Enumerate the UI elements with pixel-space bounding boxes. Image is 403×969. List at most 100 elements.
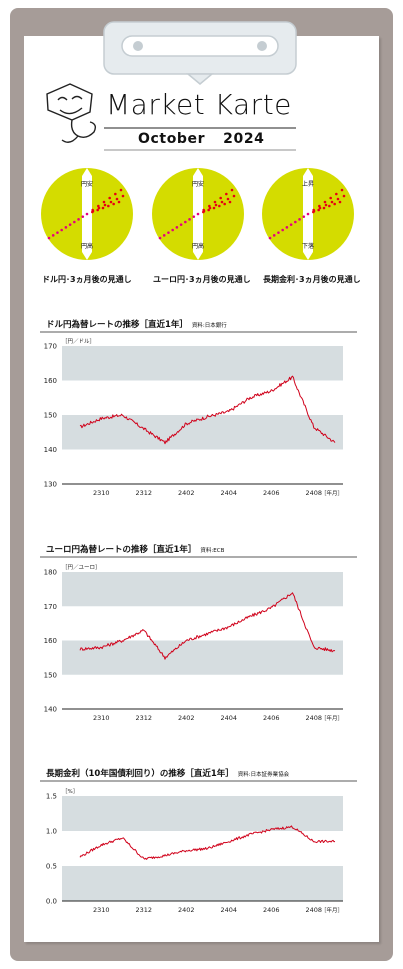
trend-dot — [272, 234, 276, 237]
forecast-dot — [324, 203, 328, 207]
trend-dot — [81, 215, 85, 218]
forecast-dot — [96, 208, 99, 212]
x-tick-label: 2402 — [178, 906, 195, 914]
chart-title-usdjpy: ドル円為替レートの推移［直近1年］ 資料:日本銀行 — [46, 320, 227, 330]
y-tick-label: 140 — [44, 706, 57, 714]
forecast-dot — [317, 208, 320, 212]
x-tick-label: 2312 — [135, 714, 152, 722]
forecast-dot — [97, 204, 100, 208]
x-tick-label: 2404 — [220, 714, 237, 722]
trend-dot — [171, 228, 174, 232]
month-label: October — [138, 131, 206, 147]
outlook-top-label: 円安 — [192, 180, 204, 188]
y-axis-unit: ［円／ドル］ — [62, 338, 95, 345]
forecast-dot — [230, 188, 234, 192]
forecast-dot — [223, 202, 226, 206]
forecast-dot — [226, 197, 230, 201]
y-tick-label: 140 — [44, 446, 57, 454]
page-subtitle: October 2024 — [138, 131, 265, 147]
trend-dot — [85, 212, 89, 216]
trend-dot — [68, 223, 72, 226]
outlook-label-eurjpy: ユーロ円･3ヵ月後の見通し — [153, 275, 251, 284]
outlook-label-usdjpy: ドル円･3ヵ月後の見通し — [42, 275, 132, 284]
y-axis-unit: ［%］ — [62, 788, 78, 795]
x-tick-label: 2408 — [305, 489, 322, 497]
year-label: 2024 — [223, 131, 265, 147]
forecast-dot — [232, 194, 236, 198]
x-tick-label: 2402 — [178, 714, 195, 722]
trend-dot — [281, 228, 284, 232]
forecast-dot — [91, 210, 94, 214]
outlook-top-label: 上昇 — [302, 180, 314, 188]
trend-dot — [162, 234, 166, 237]
trend-dot — [196, 212, 200, 216]
grid-band — [62, 866, 343, 901]
trend-dot — [294, 220, 297, 224]
chart-title-eurjpy: ユーロ円為替レートの推移［直近1年］ 資料:ECB — [46, 545, 225, 555]
y-tick-label: 130 — [44, 481, 57, 489]
x-tick-label: 2404 — [220, 906, 237, 914]
forecast-dot — [322, 206, 326, 210]
y-tick-label: 0.5 — [46, 863, 57, 871]
x-tick-label: 2406 — [263, 489, 280, 497]
forecast-dot — [220, 200, 224, 204]
chart-source-eurjpy: 資料:ECB — [200, 548, 225, 554]
forecast-dot — [121, 194, 125, 198]
grid-band — [62, 572, 343, 607]
y-tick-label: 180 — [44, 569, 57, 577]
chart-title-jgb: 長期金利（10年国債利回り）の推移［直近1年］ 資料:日本証券業協会 — [46, 769, 290, 779]
x-tick-label: 2404 — [220, 489, 237, 497]
series-line-usdjpy — [79, 375, 336, 445]
trend-dot — [60, 228, 63, 232]
forecast-dot — [207, 208, 210, 212]
x-tick-label: 2406 — [263, 906, 280, 914]
line-chart-usdjpy: 130 140 150 160 170 ［円／ドル］ 2310 2312 2402 2404 240… — [40, 331, 357, 497]
trend-dot — [158, 236, 162, 240]
trend-dot — [56, 231, 59, 234]
forecast-dot — [336, 197, 340, 201]
market-karte-logo — [46, 83, 296, 143]
trend-dot — [306, 212, 310, 216]
forecast-dot — [102, 200, 106, 204]
grid-band — [62, 640, 343, 675]
forecast-dot — [117, 200, 121, 204]
x-tick-label: 2310 — [93, 906, 110, 914]
forecast-dot — [212, 206, 216, 210]
x-tick-label: 2310 — [93, 714, 110, 722]
y-tick-label: 150 — [44, 412, 57, 420]
forecast-dot — [333, 202, 336, 206]
x-tick-label: 2408 — [305, 714, 322, 722]
chart-source-usdjpy: 資料:日本銀行 — [191, 323, 227, 329]
x-axis-unit: ［年月］ — [321, 906, 343, 914]
forecast-dot — [208, 204, 211, 208]
forecast-dot — [214, 203, 218, 207]
forecast-dot — [329, 196, 332, 200]
y-tick-label: 1.5 — [46, 793, 57, 801]
trend-dot — [184, 220, 187, 224]
grid-band — [62, 346, 343, 381]
clipboard-clip-icon — [103, 21, 297, 85]
forecast-dot — [323, 200, 327, 204]
forecast-dot — [97, 206, 101, 210]
y-tick-label: 170 — [44, 603, 57, 611]
forecast-dot — [101, 206, 105, 210]
y-tick-label: 160 — [44, 637, 57, 645]
x-tick-label: 2312 — [135, 489, 152, 497]
forecast-dot — [225, 192, 228, 196]
trend-dot — [47, 236, 51, 240]
forecast-dot — [330, 200, 334, 204]
x-tick-label: 2402 — [178, 489, 195, 497]
trend-dot — [175, 226, 179, 229]
trend-dot — [188, 218, 191, 221]
trend-dot — [277, 231, 280, 234]
trend-dot — [73, 220, 76, 224]
outlook-bottom-label: 円高 — [192, 242, 204, 250]
trend-dot — [64, 226, 68, 229]
forecast-dot — [312, 210, 315, 214]
line-chart-jgb: 0.0 0.5 1.0 1.5 ［%］ 2310 2312 2402 2404 2406 2408［… — [40, 780, 357, 914]
chart-source-jgb: 資料:日本証券業協会 — [237, 772, 290, 778]
